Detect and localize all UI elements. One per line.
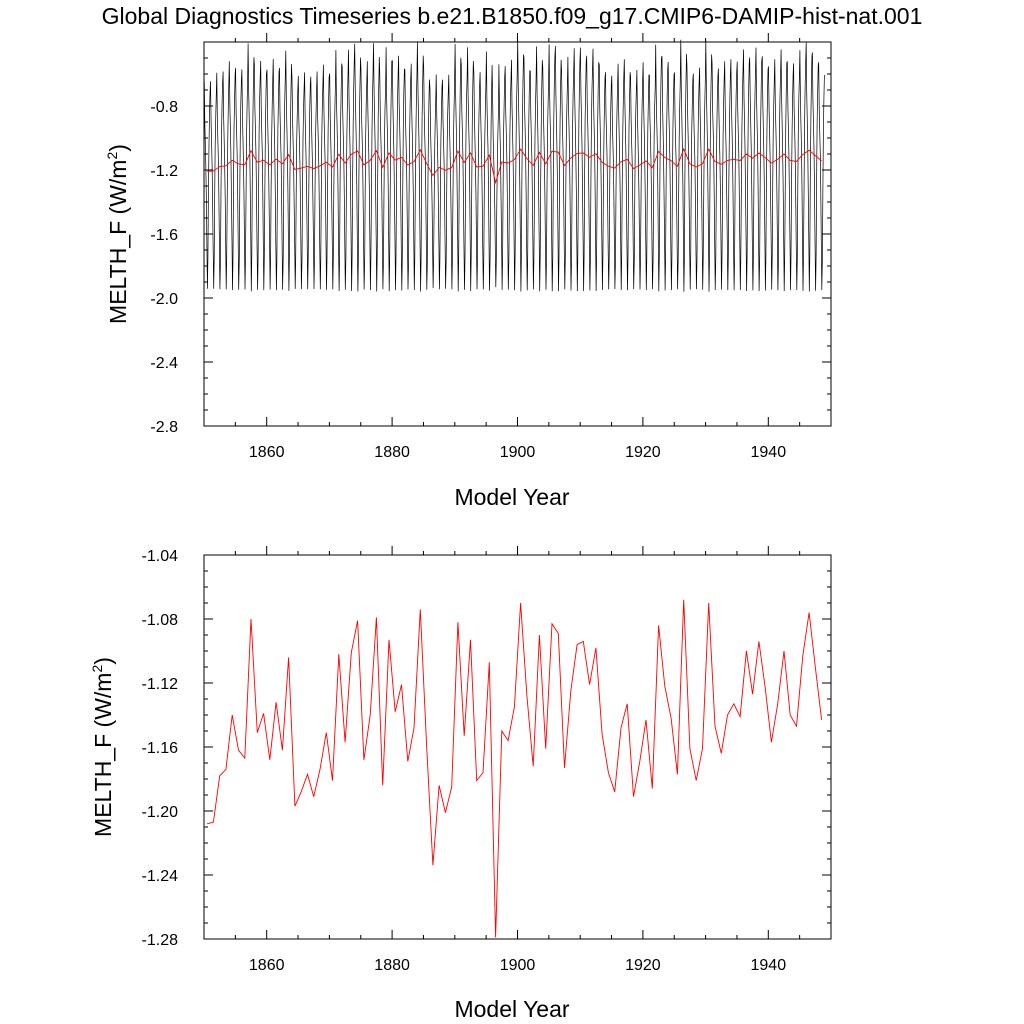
x-tick-label: 1880 [374, 957, 410, 974]
x-tick-label: 1860 [249, 957, 285, 974]
y-tick-label: -1.6 [150, 227, 178, 244]
figure-title: Global Diagnostics Timeseries b.e21.B185… [102, 3, 923, 29]
y-tick-label: -2.0 [150, 291, 178, 308]
series-line-monthly [203, 39, 825, 292]
y-tick-label: -1.12 [142, 676, 179, 693]
bottom-panel-series [206, 599, 823, 938]
x-tick-label: 1920 [625, 957, 661, 974]
y-tick-label: -1.08 [142, 612, 179, 629]
x-tick-label: 1900 [500, 444, 536, 461]
y-tick-label: -1.24 [142, 868, 179, 885]
bottom-panel-y-axis-label: MELTH_F (W/m2) [89, 657, 116, 837]
x-tick-label: 1940 [751, 957, 787, 974]
y-tick-label: -1.2 [150, 163, 178, 180]
top-panel-frame [203, 41, 832, 427]
top-panel-x-axis-label: Model Year [454, 484, 569, 510]
x-tick-label: 1900 [500, 957, 536, 974]
top-panel-axes: 1860 1880 1900 1920 1940 -2.8 -2.4 -2.0 -1.6 -1.2… [150, 33, 831, 461]
y-tick-label: -1.04 [142, 548, 179, 565]
x-tick-label: 1920 [625, 444, 661, 461]
bottom-panel: 1860 1880 1900 1920 1940 -1.28 -1.24 -1.20 -1.16… [89, 546, 832, 1022]
x-tick-label: 1860 [249, 444, 285, 461]
y-tick-label: -1.20 [142, 804, 179, 821]
y-tick-label: -1.16 [142, 740, 179, 757]
x-tick-label: 1940 [751, 444, 787, 461]
x-tick-label: 1880 [374, 444, 410, 461]
y-tick-label: -1.28 [142, 932, 179, 949]
series-line-annual [207, 147, 822, 185]
series-line-annual [206, 599, 823, 938]
bottom-panel-axes: 1860 1880 1900 1920 1940 -1.28 -1.24 -1.20 -1.16… [142, 546, 831, 974]
bottom-panel-x-axis-label: Model Year [454, 996, 569, 1022]
top-panel-series [203, 39, 825, 292]
top-panel-y-axis-label: MELTH_F (W/m2) [104, 144, 131, 324]
y-tick-label: -2.4 [150, 355, 178, 372]
y-tick-label: -2.8 [150, 419, 178, 436]
bottom-panel-frame [203, 554, 832, 940]
top-panel: 1860 1880 1900 1920 1940 -2.8 -2.4 -2.0 -1.6 -1.2… [104, 33, 832, 510]
y-tick-label: -0.8 [150, 99, 178, 116]
